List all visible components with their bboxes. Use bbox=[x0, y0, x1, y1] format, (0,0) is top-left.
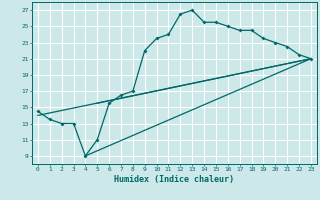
X-axis label: Humidex (Indice chaleur): Humidex (Indice chaleur) bbox=[115, 175, 234, 184]
